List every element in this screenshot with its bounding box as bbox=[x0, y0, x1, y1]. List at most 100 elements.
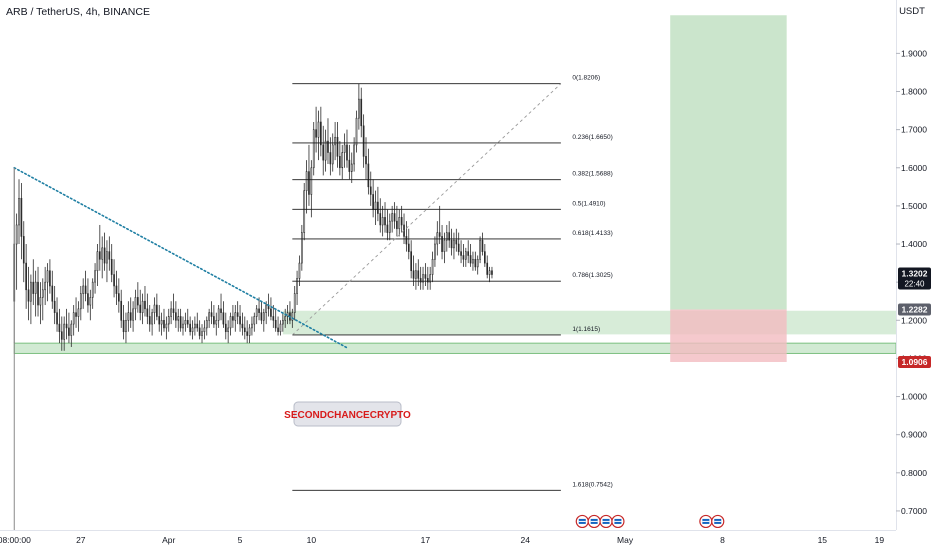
time-tick-label: 27 bbox=[76, 535, 86, 545]
candle-body-down bbox=[322, 144, 325, 161]
candle-body-down bbox=[137, 297, 139, 306]
candle bbox=[255, 305, 258, 325]
candle-body-down bbox=[110, 258, 113, 275]
candle-body-down bbox=[222, 312, 225, 325]
candle bbox=[367, 148, 370, 195]
candle-body-up bbox=[301, 232, 303, 264]
candle bbox=[422, 266, 424, 290]
price-badge-stop: 1.0906 bbox=[898, 356, 931, 369]
candle-body-down bbox=[260, 312, 263, 321]
candle bbox=[125, 312, 127, 344]
candle bbox=[98, 224, 101, 271]
candle-body-down bbox=[115, 285, 118, 294]
candle-body-down bbox=[377, 201, 379, 214]
candle bbox=[339, 141, 341, 176]
candle-body-up bbox=[324, 140, 327, 161]
candle bbox=[58, 308, 61, 344]
candle bbox=[227, 320, 229, 344]
candle-body-down bbox=[60, 331, 63, 340]
candle-body-up bbox=[34, 281, 37, 294]
candle-body-down bbox=[87, 293, 89, 306]
candle-body-down bbox=[129, 312, 132, 321]
candle bbox=[108, 236, 111, 271]
candle-body-down bbox=[117, 293, 120, 302]
candle-body-up bbox=[205, 319, 208, 329]
candle bbox=[460, 240, 462, 264]
candle bbox=[246, 320, 249, 344]
candle-body-down bbox=[457, 243, 460, 252]
candle bbox=[393, 202, 396, 229]
candle bbox=[63, 316, 66, 351]
candle-body-up bbox=[96, 251, 99, 272]
price-axis[interactable]: USDT 1.9000 1.8000 1.7000 1.6000 1.5000 1.400… bbox=[896, 0, 927, 530]
candle-body-up bbox=[46, 270, 49, 283]
candle bbox=[94, 263, 96, 294]
candle bbox=[229, 312, 232, 336]
candle-body-down bbox=[239, 316, 241, 325]
candle-body-up bbox=[101, 247, 104, 260]
candle bbox=[153, 297, 156, 325]
candle-body-down bbox=[75, 312, 77, 317]
price-badge-value: 1.3202 bbox=[902, 268, 928, 278]
flag-icon[interactable] bbox=[575, 514, 589, 529]
candle bbox=[443, 232, 446, 264]
candle bbox=[467, 240, 470, 264]
price-badge-value: 1.2282 bbox=[902, 305, 928, 315]
candle bbox=[156, 293, 158, 321]
candles-layer bbox=[13, 83, 493, 351]
zone-target bbox=[670, 15, 787, 310]
event-markers-layer bbox=[575, 514, 725, 529]
candle-body-down bbox=[20, 197, 23, 237]
candle bbox=[272, 305, 275, 328]
candle bbox=[462, 244, 465, 267]
candle bbox=[106, 240, 108, 283]
candle bbox=[453, 232, 455, 260]
candle-body-down bbox=[122, 319, 125, 333]
candle-body-up bbox=[89, 297, 92, 306]
candle-body-down bbox=[407, 243, 410, 252]
price-tick-label: 1.6000 bbox=[901, 163, 927, 173]
candle bbox=[56, 297, 58, 332]
candle bbox=[141, 293, 144, 325]
candle bbox=[201, 324, 203, 344]
flag-icon[interactable] bbox=[711, 514, 725, 529]
candle-body-down bbox=[426, 278, 429, 283]
candle-body-up bbox=[293, 293, 296, 313]
candle-body-up bbox=[343, 144, 346, 153]
candle-body-up bbox=[203, 327, 206, 333]
candle bbox=[403, 213, 405, 245]
candle-body-up bbox=[443, 239, 446, 252]
candle-body-up bbox=[44, 281, 46, 291]
flag-icon[interactable] bbox=[587, 514, 601, 529]
candle bbox=[148, 305, 151, 332]
candle-body-down bbox=[156, 304, 158, 317]
candle bbox=[75, 297, 77, 328]
flag-icon[interactable] bbox=[699, 514, 713, 529]
candle-body-up bbox=[70, 323, 73, 336]
candle-body-down bbox=[417, 270, 420, 279]
candle bbox=[25, 244, 27, 309]
candle bbox=[472, 251, 474, 271]
candle bbox=[436, 221, 439, 256]
candle-body-down bbox=[186, 319, 189, 325]
candle-body-up bbox=[182, 323, 184, 329]
fib-level-label: 1(1.1615) bbox=[572, 326, 600, 333]
candle-body-down bbox=[410, 251, 412, 272]
candle-body-down bbox=[367, 163, 370, 188]
candle bbox=[37, 266, 39, 317]
candle-body-up bbox=[227, 327, 229, 333]
candle bbox=[253, 312, 256, 332]
candle bbox=[79, 285, 82, 321]
candle bbox=[184, 312, 187, 332]
flag-icon[interactable] bbox=[599, 514, 613, 529]
candle bbox=[30, 274, 32, 325]
time-axis[interactable]: 08:00:00 27 Apr 5 10 17 24 May 8 15 19 bbox=[0, 530, 896, 546]
candle-body-up bbox=[298, 262, 301, 279]
flag-icon[interactable] bbox=[611, 514, 625, 529]
candle bbox=[165, 316, 168, 340]
time-tick-label: 24 bbox=[521, 535, 531, 545]
candle-body-up bbox=[381, 217, 384, 226]
